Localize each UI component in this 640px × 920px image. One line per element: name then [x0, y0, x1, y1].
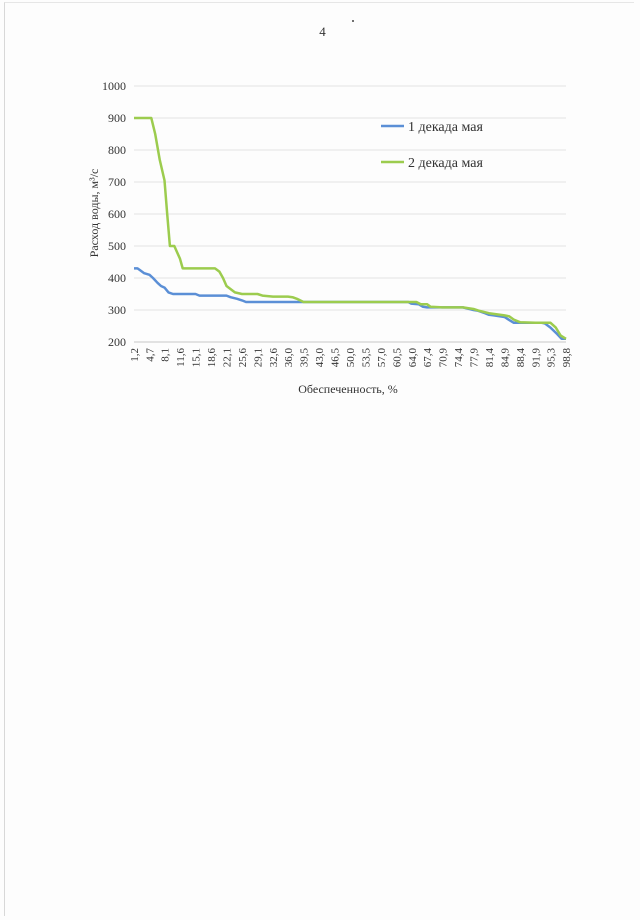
- y-tick-label: 500: [108, 239, 126, 253]
- series-line-1: [134, 267, 566, 341]
- x-tick-label: 91,9: [530, 348, 542, 368]
- y-tick-label: 400: [108, 271, 126, 285]
- x-tick-label: 77,9: [468, 348, 480, 368]
- legend-label-series-2: 2 декада мая: [408, 156, 483, 171]
- page-border: [4, 2, 634, 916]
- y-tick-label: 300: [108, 303, 126, 317]
- x-axis-ticks: 1,2 4,7 8,1 11,6 15,1 18,6 22,1 25,6 29,1 32,6 36,…: [129, 348, 573, 368]
- page-number: 4: [319, 24, 326, 39]
- y-tick-label: 200: [108, 335, 126, 349]
- y-tick-label: 700: [108, 175, 126, 189]
- x-tick-label: 29,1: [252, 348, 264, 367]
- x-tick-label: 81,4: [484, 348, 496, 368]
- grid-lines: [134, 85, 566, 311]
- series-line-2: [134, 116, 567, 340]
- x-tick-label: 43,0: [314, 348, 326, 368]
- x-tick-label: 50,0: [345, 348, 357, 368]
- x-tick-label: 70,9: [438, 348, 450, 368]
- x-tick-label: 53,5: [360, 348, 372, 368]
- y-axis-title: Расход воды, м³/с: [87, 169, 101, 258]
- scan-speck: [352, 20, 354, 22]
- x-tick-label: 60,5: [391, 348, 403, 368]
- x-tick-label: 18,6: [206, 348, 218, 368]
- series-lines: [134, 116, 567, 341]
- legend-label-series-1: 1 декада мая: [408, 120, 483, 135]
- y-axis-ticks: 200 300 400 500 600 700 800 900 1000: [102, 79, 126, 349]
- y-tick-label: 800: [108, 143, 126, 157]
- x-tick-label: 1,2: [129, 348, 141, 362]
- x-tick-label: 25,6: [237, 348, 249, 368]
- x-tick-label: 36,0: [283, 348, 295, 368]
- x-tick-label: 15,1: [191, 348, 203, 367]
- x-tick-label: 57,0: [376, 348, 388, 368]
- x-tick-label: 46,5: [330, 348, 342, 368]
- legend: 1 декада мая 2 декада мая: [381, 120, 483, 171]
- y-tick-label: 600: [108, 207, 126, 221]
- x-axis-title: Обеспеченность, %: [298, 382, 398, 396]
- flow-duration-chart: 200 300 400 500 600 700 800 900 1000 1,2 4,7 8,1 11…: [87, 79, 573, 396]
- x-tick-label: 8,1: [160, 348, 172, 362]
- y-tick-label: 900: [108, 111, 126, 125]
- x-tick-label: 74,4: [453, 348, 465, 368]
- x-tick-label: 67,4: [422, 348, 434, 368]
- x-tick-label: 64,0: [407, 348, 419, 368]
- x-tick-label: 22,1: [222, 348, 234, 367]
- y-tick-label: 1000: [102, 79, 126, 93]
- x-tick-label: 11,6: [175, 348, 187, 367]
- x-tick-label: 95,3: [546, 348, 558, 368]
- x-tick-label: 39,5: [299, 348, 311, 368]
- x-tick-label: 84,9: [499, 348, 511, 368]
- x-tick-label: 88,4: [515, 348, 527, 368]
- x-tick-label: 32,6: [268, 348, 280, 368]
- x-tick-label: 4,7: [144, 348, 156, 362]
- x-tick-label: 98,8: [561, 348, 573, 368]
